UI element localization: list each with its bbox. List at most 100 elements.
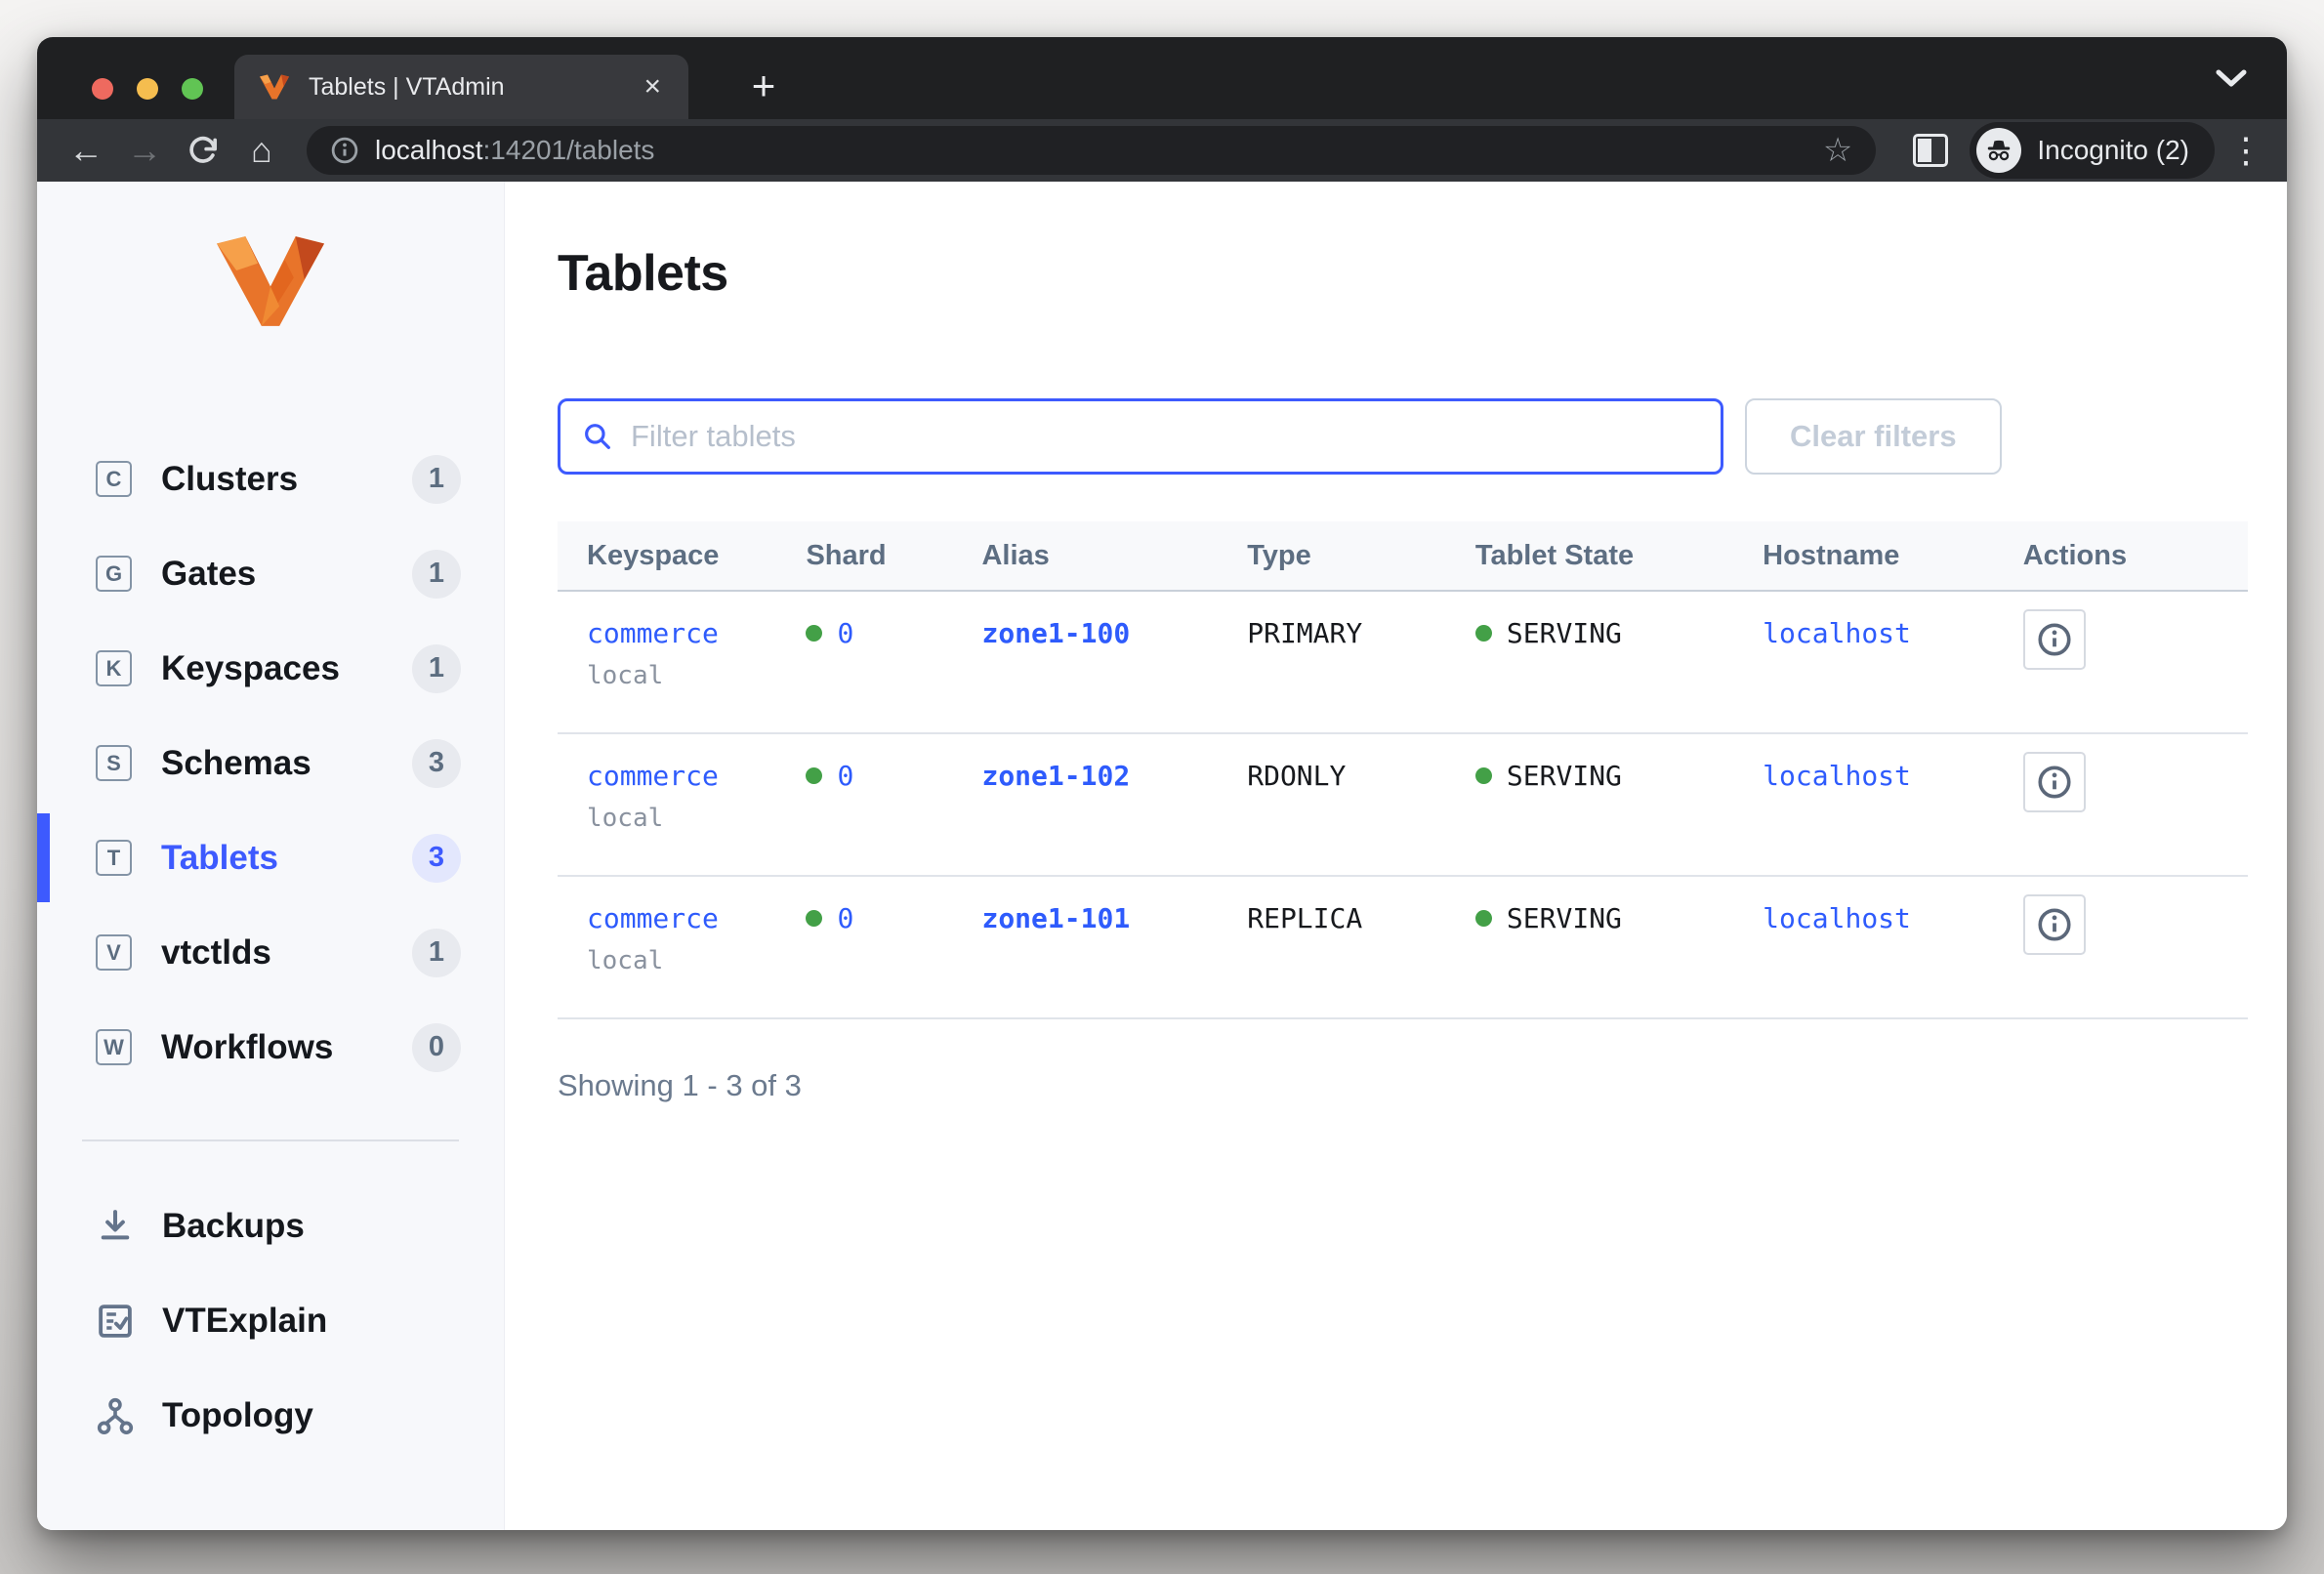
keyspace-cell: commerce local [558, 617, 806, 690]
back-button[interactable]: ← [68, 130, 104, 170]
keyspace-cell: commerce local [558, 902, 806, 975]
tablet-info-button[interactable] [2022, 609, 2086, 670]
forward-button[interactable]: → [127, 130, 162, 170]
sidebar-item-label: VTExplain [162, 1301, 328, 1340]
sidebar-item-label: Workflows [161, 1027, 334, 1066]
page-title: Tablets [558, 245, 728, 302]
vtadmin-app: C Clusters 1 G Gates 1 K Keyspaces 1 S S… [37, 182, 2287, 1530]
search-icon [585, 424, 610, 449]
sidebar-item-gates[interactable]: G Gates 1 [37, 526, 504, 621]
close-window-button[interactable] [92, 78, 113, 100]
new-tab-button[interactable]: + [751, 62, 776, 108]
alias-link[interactable]: zone1-100 [981, 617, 1131, 649]
sidebar-item-label: Backups [162, 1206, 305, 1245]
sidebar-item-label: Topology [162, 1395, 313, 1434]
side-panel-icon[interactable] [1913, 134, 1949, 167]
alias-link[interactable]: zone1-101 [981, 902, 1131, 934]
sidebar: C Clusters 1 G Gates 1 K Keyspaces 1 S S… [37, 182, 505, 1530]
minimize-window-button[interactable] [137, 78, 158, 100]
explain-icon [94, 1300, 137, 1343]
table-row: commerce local 0 zone1-100 PRIMARY SERVI… [558, 592, 2248, 734]
column-header-actions: Actions [2022, 539, 2128, 571]
hostname-link[interactable]: localhost [1763, 902, 1911, 934]
shard-link[interactable]: 0 [837, 617, 854, 649]
sidebar-item-workflows[interactable]: W Workflows 0 [37, 1000, 504, 1095]
alias-cell: zone1-102 [981, 760, 1247, 792]
keyspace-link[interactable]: commerce [587, 760, 719, 792]
vtctlds-icon: V [96, 934, 132, 971]
zoom-window-button[interactable] [182, 78, 203, 100]
actions-cell [2022, 609, 2248, 670]
incognito-badge[interactable]: Incognito (2) [1970, 122, 2215, 179]
shard-link[interactable]: 0 [837, 902, 854, 934]
sidebar-item-keyspaces[interactable]: K Keyspaces 1 [37, 621, 504, 716]
tablet-info-button[interactable] [2022, 752, 2086, 812]
hostname-link[interactable]: localhost [1763, 760, 1911, 792]
keyspace-link[interactable]: commerce [587, 617, 719, 649]
alias-cell: zone1-101 [981, 902, 1247, 934]
tab-title: Tablets | VTAdmin [309, 72, 505, 101]
type-cell: REPLICA [1247, 902, 1363, 934]
table-header: Keyspace Shard Alias Type Tablet State H… [558, 521, 2248, 592]
column-header-type: Type [1247, 539, 1311, 571]
tab-close-icon[interactable]: × [643, 70, 661, 103]
count-badge: 0 [412, 1022, 461, 1072]
clusters-icon: C [96, 461, 132, 497]
workflows-icon: W [96, 1029, 132, 1065]
incognito-avatar [1976, 128, 2022, 173]
keyspace-link[interactable]: commerce [587, 902, 719, 934]
tablet-state-cell: SERVING [1474, 902, 1763, 934]
tablet-info-button[interactable] [2022, 894, 2086, 955]
incognito-icon [1988, 140, 2011, 161]
window-controls [92, 78, 203, 100]
vitess-logo-icon [217, 236, 324, 326]
sidebar-item-schemas[interactable]: S Schemas 3 [37, 716, 504, 810]
type-cell: RDONLY [1247, 760, 1347, 792]
sidebar-item-topology[interactable]: Topology [37, 1368, 504, 1463]
actions-cell [2022, 752, 2248, 812]
reload-icon [189, 136, 218, 163]
sidebar-item-clusters[interactable]: C Clusters 1 [37, 432, 504, 526]
browser-tab[interactable]: Tablets | VTAdmin × [234, 55, 688, 119]
reload-button[interactable] [174, 121, 232, 180]
shard-cell: 0 [806, 760, 981, 792]
home-button[interactable]: ⌂ [251, 130, 272, 170]
tablet-state-cell: SERVING [1474, 617, 1763, 649]
sidebar-item-vtexplain[interactable]: VTExplain [37, 1273, 504, 1368]
count-badge: 1 [412, 643, 461, 693]
vitess-favicon-icon [260, 74, 289, 100]
count-badge: 1 [412, 928, 461, 977]
sidebar-item-tablets[interactable]: T Tablets 3 [37, 810, 504, 905]
hostname-link[interactable]: localhost [1763, 617, 1911, 649]
shard-link[interactable]: 0 [837, 760, 854, 792]
filter-tablets-input[interactable] [629, 418, 1699, 455]
clear-filters-button[interactable]: Clear filters [1745, 398, 2002, 475]
serving-status-dot [1474, 625, 1492, 642]
sidebar-item-label: Clusters [161, 459, 299, 498]
column-header-alias: Alias [981, 539, 1050, 571]
info-icon [2038, 623, 2071, 656]
tab-strip: Tablets | VTAdmin × + [37, 37, 2287, 119]
browser-menu-icon[interactable]: ⋮ [2228, 130, 2263, 170]
bookmark-star-icon[interactable]: ☆ [1822, 132, 1853, 169]
state-label: SERVING [1506, 760, 1622, 792]
hostname-cell: localhost [1763, 902, 2023, 934]
incognito-label: Incognito (2) [2037, 135, 2189, 165]
sidebar-item-vtctlds[interactable]: V vtctlds 1 [37, 905, 504, 1000]
pagination-summary: Showing 1 - 3 of 3 [558, 1068, 802, 1102]
address-bar[interactable]: localhost:14201/tablets ☆ [307, 126, 1877, 175]
filter-row: Clear filters [558, 398, 2248, 475]
alias-link[interactable]: zone1-102 [981, 760, 1131, 792]
actions-cell [2022, 894, 2248, 955]
chevron-down-icon[interactable] [2215, 68, 2248, 88]
sidebar-item-backups[interactable]: Backups [37, 1179, 504, 1273]
sidebar-item-label: Schemas [161, 743, 311, 782]
serving-status-dot [1474, 910, 1492, 927]
keyspace-cell: commerce local [558, 760, 806, 833]
site-info-icon[interactable] [330, 136, 359, 165]
cluster-label: local [587, 946, 664, 975]
url-text[interactable]: localhost:14201/tablets [375, 135, 655, 165]
download-icon [94, 1205, 137, 1248]
gates-icon: G [96, 556, 132, 592]
main-content: Tablets Clear filters Keyspace Shard Ali… [505, 182, 2287, 1530]
